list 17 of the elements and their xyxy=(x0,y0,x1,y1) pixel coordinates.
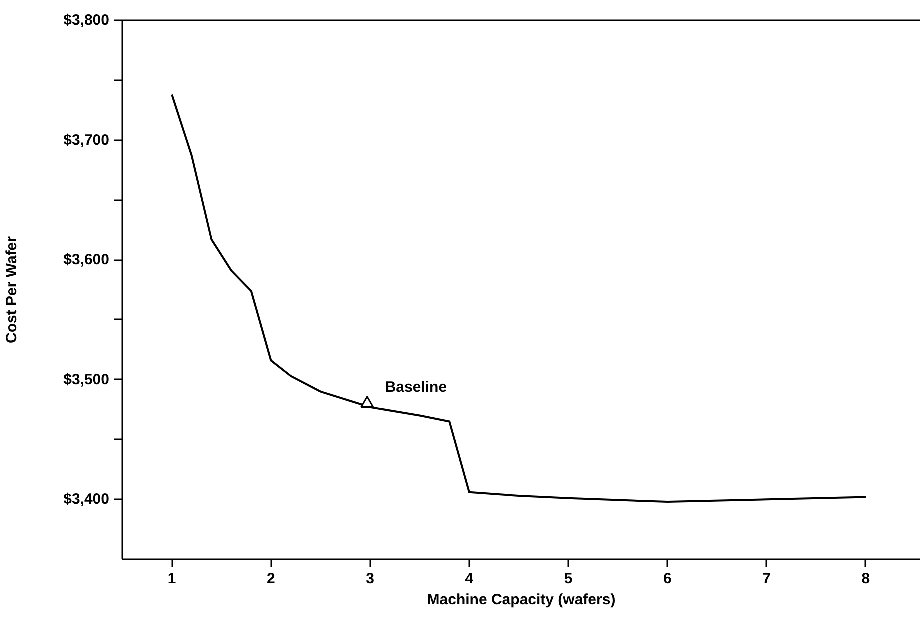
y-tick-label: $3,800 xyxy=(64,12,110,29)
line-series xyxy=(171,94,867,504)
y-tick-label: $3,600 xyxy=(64,252,110,269)
annotation: Baseline xyxy=(385,378,448,396)
x-axis-title: Machine Capacity (wafers) xyxy=(427,592,616,608)
x-tick-label: 5 xyxy=(564,570,573,588)
x-tick-label: 1 xyxy=(168,570,176,588)
x-tick-label: 6 xyxy=(664,570,672,588)
y-axis-title: Cost Per Wafer xyxy=(4,236,21,344)
x-tick-label: 3 xyxy=(366,570,374,588)
x-tick-label: 8 xyxy=(862,570,870,588)
x-tick-label: 7 xyxy=(762,570,772,588)
y-tick-label: $3,400 xyxy=(64,491,110,508)
x-tick-label: 4 xyxy=(465,570,474,588)
x-tick-label: 2 xyxy=(267,570,276,588)
y-tick-label: $3,500 xyxy=(64,371,110,388)
y-tick-label: $3,700 xyxy=(64,132,110,149)
